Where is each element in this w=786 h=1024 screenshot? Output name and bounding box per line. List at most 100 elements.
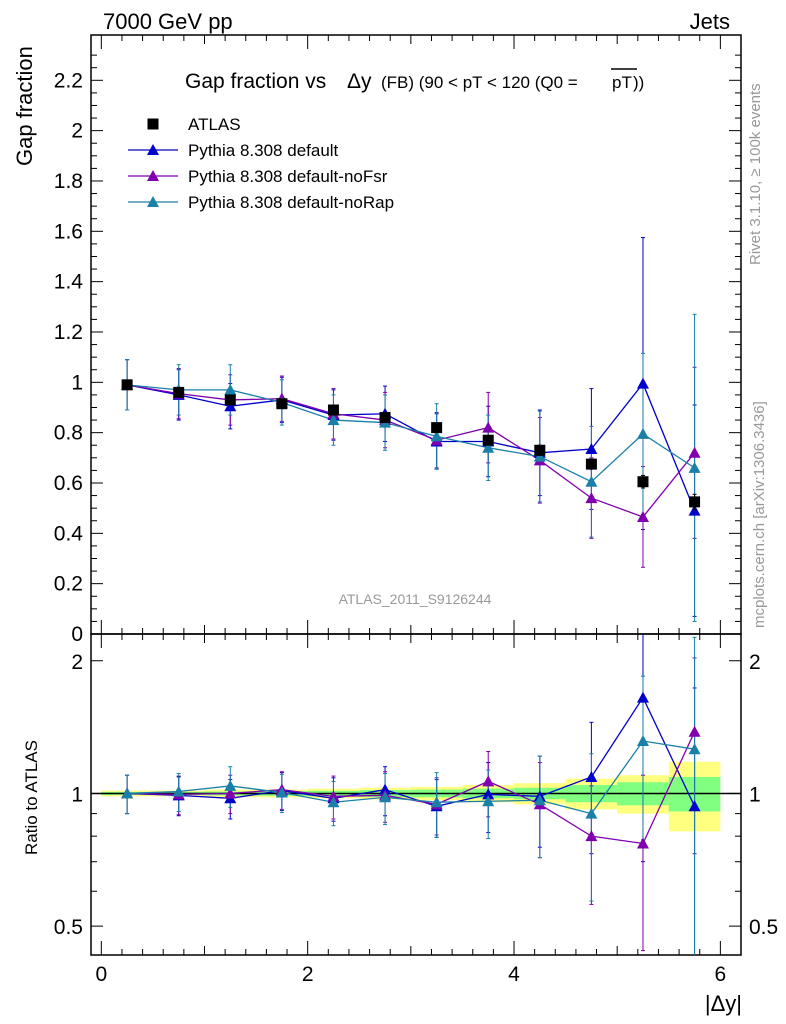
point-noFsr xyxy=(688,446,701,458)
title-main: Gap fraction vs xyxy=(185,70,326,93)
ratio-point-default xyxy=(585,770,598,782)
x-tick-label: 2 xyxy=(302,963,314,986)
y-tick-label: 0.4 xyxy=(54,522,84,545)
ratio-y-tick-label-right: 2 xyxy=(749,651,761,674)
plot-title: Gap fraction vs Δy (FB) (90 < pT < 120 (… xyxy=(185,68,644,93)
legend-label-default: Pythia 8.308 default xyxy=(188,141,339,160)
ratio-line-default xyxy=(127,696,696,807)
point-atlas xyxy=(224,394,236,406)
ratio-point-default xyxy=(636,691,649,703)
x-axis-label: |Δy| xyxy=(705,991,742,1016)
ratio-y-axis-label: Ratio to ATLAS xyxy=(22,740,41,855)
ratio-y-tick-label: 2 xyxy=(71,651,83,674)
ratio-point-noRap xyxy=(585,807,598,819)
legend-label-noFsr: Pythia 8.308 default-noFsr xyxy=(188,167,388,186)
ratio-point-noRap xyxy=(224,779,237,791)
y-tick-label: 1.4 xyxy=(54,271,84,294)
mcplots-label: mcplots.cern.ch [arXiv:1306.3436] xyxy=(751,401,768,628)
point-noRap xyxy=(533,450,546,462)
ratio-point-default xyxy=(688,800,701,812)
ratio-frame xyxy=(90,633,742,956)
ratio-point-default xyxy=(482,788,495,800)
ratio-line-noRap xyxy=(127,740,695,815)
point-default xyxy=(224,400,237,412)
x-tick-label: 0 xyxy=(95,963,107,986)
ratio-point-noFsr xyxy=(224,787,237,799)
point-atlas xyxy=(173,386,185,398)
point-default xyxy=(636,377,649,389)
ratio-point-default xyxy=(379,783,392,795)
point-atlas xyxy=(482,434,494,446)
point-atlas xyxy=(637,476,649,488)
y-tick-label: 1.6 xyxy=(54,220,83,243)
header-energy: 7000 GeV pp xyxy=(103,9,233,34)
title-cut: (FB) (90 < pT < 120 (Q0 = xyxy=(381,73,578,92)
y-tick-label: 1.2 xyxy=(54,321,83,344)
ratio-point-noRap xyxy=(275,786,288,798)
point-atlas xyxy=(379,412,391,424)
series-line-noRap xyxy=(127,384,695,483)
point-atlas xyxy=(689,496,701,508)
series-line-default xyxy=(126,382,696,511)
point-atlas xyxy=(121,379,133,391)
x-tick-label: 6 xyxy=(715,963,727,986)
point-atlas xyxy=(327,404,339,416)
legend-marker-noFsr xyxy=(147,170,159,181)
ratio-point-noFsr xyxy=(688,725,701,737)
title-delta-y: Δy xyxy=(347,70,372,93)
x-tick-label: 4 xyxy=(508,963,520,986)
point-atlas xyxy=(276,398,288,410)
ratio-point-noRap xyxy=(636,735,649,747)
ratio-point-noRap xyxy=(482,795,495,807)
ratio-point-noFsr xyxy=(585,830,598,842)
y-tick-label: 2 xyxy=(71,120,83,143)
ratio-point-noRap xyxy=(688,743,701,755)
ratio-y-tick-label-right: 1 xyxy=(749,783,761,806)
ratio-point-noRap xyxy=(327,796,340,808)
point-noFsr xyxy=(636,510,649,522)
analysis-label: ATLAS_2011_S9126244 xyxy=(339,591,492,607)
title-close: )) xyxy=(633,73,644,92)
point-default xyxy=(688,504,701,516)
legend-marker-default xyxy=(147,144,159,155)
point-noFsr xyxy=(482,421,495,433)
y-tick-label: 0 xyxy=(71,623,83,646)
ratio-point-noRap xyxy=(430,796,443,808)
title-pt-bar: pT xyxy=(612,73,632,92)
y-tick-label: 2.2 xyxy=(54,69,83,92)
legend: ATLAS Pythia 8.308 default Pythia 8.308 de… xyxy=(128,115,394,212)
ratio-point-noRap xyxy=(172,785,185,797)
point-noRap xyxy=(430,430,443,442)
point-default xyxy=(585,443,598,455)
ratio-point-noRap xyxy=(379,791,392,803)
y-tick-label: 0.8 xyxy=(54,422,83,445)
point-atlas xyxy=(585,458,597,470)
ratio-y-tick-label: 0.5 xyxy=(54,916,83,939)
point-atlas xyxy=(534,444,546,456)
point-noRap xyxy=(636,427,649,439)
ratio-point-noFsr xyxy=(636,837,649,849)
point-noRap xyxy=(585,475,598,487)
ratio-y-tick-label: 1 xyxy=(71,783,83,806)
point-noFsr xyxy=(585,492,598,504)
ratio-point-noFsr xyxy=(327,790,340,802)
point-noRap xyxy=(327,414,340,426)
ratio-point-noRap xyxy=(533,794,546,806)
y-tick-label: 0.6 xyxy=(54,472,83,495)
point-noRap xyxy=(482,441,495,453)
legend-label-atlas: ATLAS xyxy=(188,115,241,134)
y-tick-label: 0.2 xyxy=(54,573,83,596)
legend-label-noRap: Pythia 8.308 default-noRap xyxy=(188,193,394,212)
ratio-point-noFsr xyxy=(482,775,495,787)
y-tick-label: 1 xyxy=(71,371,83,394)
y-tick-label: 1.8 xyxy=(54,170,83,193)
point-noRap xyxy=(224,383,237,395)
legend-marker-noRap xyxy=(147,196,159,207)
point-noRap xyxy=(688,461,701,473)
header-process: Jets xyxy=(690,9,730,34)
main-y-axis-label: Gap fraction xyxy=(12,46,37,166)
legend-marker-atlas xyxy=(147,118,159,130)
rivet-label: Rivet 3.1.10, ≥ 100k events xyxy=(747,83,764,265)
point-atlas xyxy=(431,422,443,434)
